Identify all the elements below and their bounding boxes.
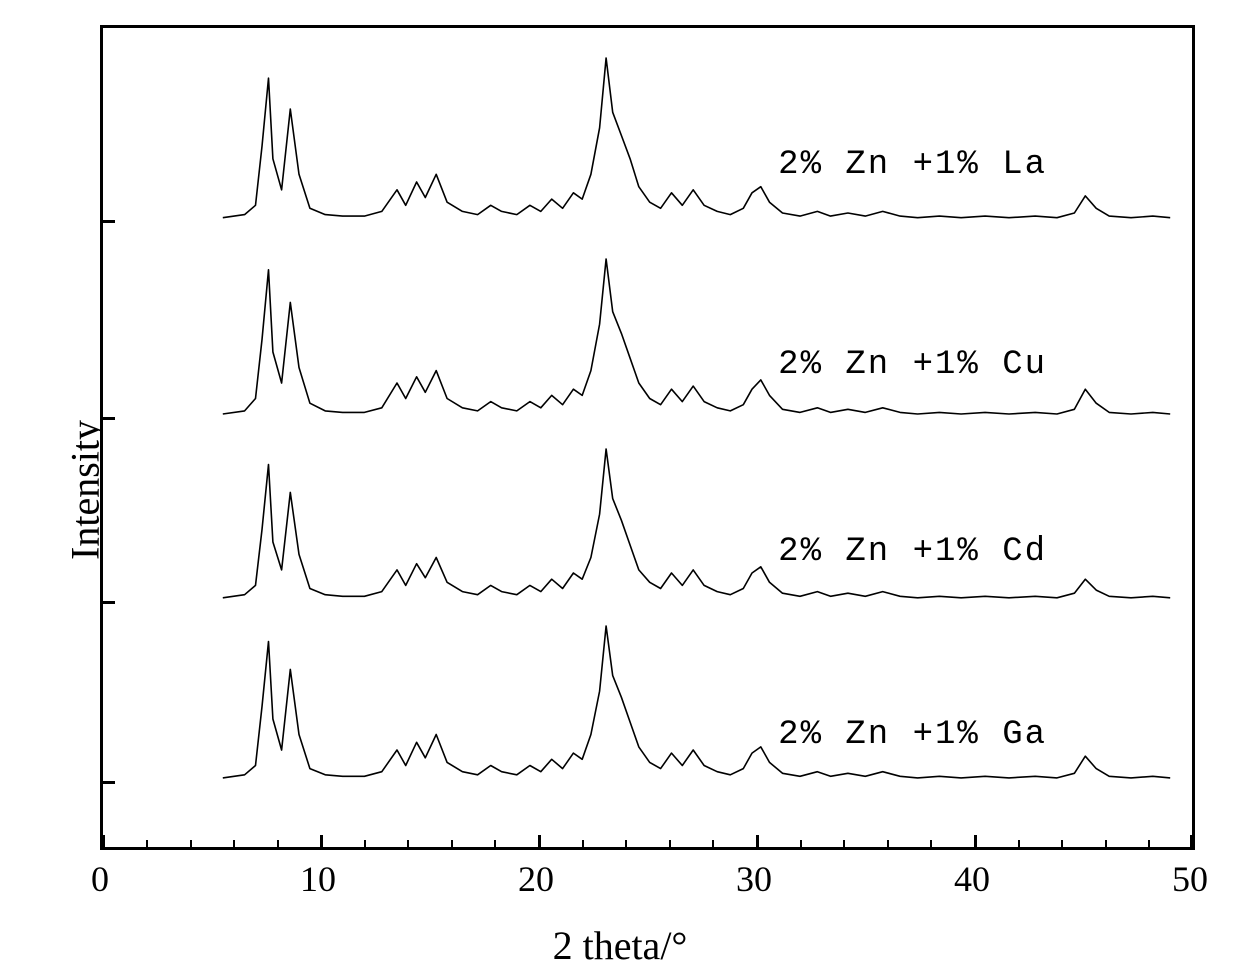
x-minor-tick [625, 840, 627, 847]
series-label-cd: 2% Zn +1% Cd [778, 533, 1047, 571]
x-minor-tick [233, 840, 235, 847]
x-minor-tick [887, 840, 889, 847]
x-tick-10 [320, 835, 323, 847]
x-tick-50 [1190, 835, 1193, 847]
xrd-trace-cu [103, 241, 1192, 419]
x-tick-20 [538, 835, 541, 847]
x-minor-tick [146, 840, 148, 847]
x-tick-0 [102, 835, 105, 847]
x-minor-tick [494, 840, 496, 847]
x-minor-tick [669, 840, 671, 847]
plot-area: 2% Zn +1% La 2% Zn +1% Cu 2% Zn +1% Cd 2… [100, 25, 1195, 850]
x-tick-40 [974, 835, 977, 847]
x-tick-label-40: 40 [954, 858, 990, 900]
x-minor-tick [1061, 840, 1063, 847]
x-minor-tick [712, 840, 714, 847]
x-minor-tick [1018, 840, 1020, 847]
x-minor-tick [843, 840, 845, 847]
x-minor-tick [407, 840, 409, 847]
x-minor-tick [277, 840, 279, 847]
x-tick-label-10: 10 [300, 858, 336, 900]
x-minor-tick [930, 840, 932, 847]
x-tick-label-30: 30 [736, 858, 772, 900]
x-tick-label-50: 50 [1172, 858, 1208, 900]
x-minor-tick [190, 840, 192, 847]
series-label-cu: 2% Zn +1% Cu [778, 346, 1047, 384]
series-label-la: 2% Zn +1% La [778, 146, 1047, 184]
x-minor-tick [1105, 840, 1107, 847]
x-minor-tick [364, 840, 366, 847]
xrd-trace-ga [103, 608, 1192, 783]
series-label-ga: 2% Zn +1% Ga [778, 716, 1047, 754]
x-tick-label-0: 0 [91, 858, 109, 900]
x-minor-tick [1148, 840, 1150, 847]
xrd-trace-cd [103, 431, 1192, 603]
x-tick-label-20: 20 [518, 858, 554, 900]
x-minor-tick [451, 840, 453, 847]
x-minor-tick [800, 840, 802, 847]
xrd-trace-la [103, 40, 1192, 223]
x-tick-30 [756, 835, 759, 847]
x-axis-label: 2 theta/° [553, 922, 688, 969]
x-minor-tick [582, 840, 584, 847]
